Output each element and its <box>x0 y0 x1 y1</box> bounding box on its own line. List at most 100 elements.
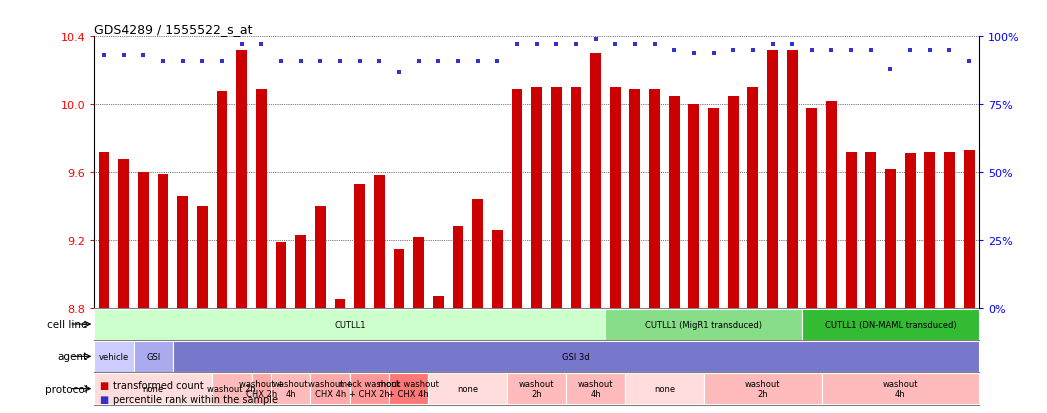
Point <box>941 47 958 54</box>
Text: washout +
CHX 4h: washout + CHX 4h <box>308 379 353 398</box>
Text: none: none <box>142 384 163 393</box>
Bar <box>728 97 738 308</box>
Text: mock washout
+ CHX 4h: mock washout + CHX 4h <box>378 379 440 398</box>
Bar <box>571 88 581 308</box>
Text: washout +
CHX 2h: washout + CHX 2h <box>239 379 284 398</box>
Bar <box>138 173 149 308</box>
Point <box>823 47 840 54</box>
Bar <box>255 90 267 308</box>
Point <box>292 58 309 65</box>
Bar <box>432 297 444 308</box>
Bar <box>625 373 704 404</box>
Point <box>626 42 643 49</box>
Bar <box>866 152 876 308</box>
Text: GSI: GSI <box>147 352 160 361</box>
Bar <box>197 206 207 308</box>
Bar <box>275 242 287 308</box>
Point <box>607 42 624 49</box>
Point <box>843 47 860 54</box>
Bar <box>414 237 424 308</box>
Text: ■: ■ <box>99 394 109 404</box>
Bar <box>295 235 306 308</box>
Point <box>528 42 544 49</box>
Bar <box>802 309 979 340</box>
Bar <box>354 185 365 308</box>
Point <box>901 47 918 54</box>
Text: washout
4h: washout 4h <box>883 379 918 398</box>
Point <box>921 47 938 54</box>
Bar <box>177 197 188 308</box>
Point <box>567 42 584 49</box>
Point <box>194 58 210 65</box>
Point <box>233 42 250 49</box>
Bar <box>213 373 251 404</box>
Bar <box>822 373 979 404</box>
Point <box>469 58 486 65</box>
Text: vehicle: vehicle <box>98 352 129 361</box>
Bar <box>335 300 346 308</box>
Point <box>214 58 230 65</box>
Text: GSI 3d: GSI 3d <box>562 352 589 361</box>
Bar <box>591 54 601 308</box>
Point <box>863 47 879 54</box>
Point <box>410 58 427 65</box>
Bar <box>944 152 955 308</box>
Bar <box>885 169 896 308</box>
Text: transformed count: transformed count <box>113 380 204 390</box>
Bar <box>963 151 975 308</box>
Bar <box>925 152 935 308</box>
Bar <box>374 176 384 308</box>
Bar <box>428 373 507 404</box>
Text: ■: ■ <box>99 380 109 390</box>
Point <box>548 42 564 49</box>
Text: washout
4h: washout 4h <box>578 379 614 398</box>
Bar <box>512 90 522 308</box>
Bar <box>786 51 798 308</box>
Bar <box>826 102 837 308</box>
Point <box>803 47 820 54</box>
Bar <box>704 373 822 404</box>
Point <box>587 37 604 43</box>
Point <box>961 58 978 65</box>
Bar <box>846 152 856 308</box>
Point <box>686 50 703 57</box>
Bar <box>118 159 129 308</box>
Point <box>155 58 172 65</box>
Bar <box>566 373 625 404</box>
Text: cell line: cell line <box>47 319 87 329</box>
Bar <box>94 309 605 340</box>
Point <box>706 50 722 57</box>
Text: GDS4289 / 1555522_s_at: GDS4289 / 1555522_s_at <box>94 23 252 36</box>
Point <box>764 42 781 49</box>
Point <box>449 58 466 65</box>
Text: none: none <box>653 384 675 393</box>
Bar <box>389 373 428 404</box>
Point <box>95 53 112 59</box>
Bar <box>748 88 758 308</box>
Bar <box>158 174 169 308</box>
Point <box>784 42 801 49</box>
Bar <box>452 227 464 308</box>
Bar <box>609 88 621 308</box>
Bar <box>217 91 227 308</box>
Bar <box>507 373 566 404</box>
Point <box>174 58 192 65</box>
Bar <box>492 230 503 308</box>
Point <box>744 47 761 54</box>
Bar <box>531 88 542 308</box>
Point <box>509 42 526 49</box>
Point <box>332 58 349 65</box>
Bar <box>315 206 326 308</box>
Text: CUTLL1 (DN-MAML transduced): CUTLL1 (DN-MAML transduced) <box>825 320 956 329</box>
Bar <box>134 341 173 372</box>
Bar <box>629 90 641 308</box>
Bar <box>94 341 134 372</box>
Point <box>312 58 329 65</box>
Text: washout
2h: washout 2h <box>744 379 780 398</box>
Bar <box>767 51 778 308</box>
Text: none: none <box>458 384 478 393</box>
Bar <box>905 154 915 308</box>
Text: percentile rank within the sample: percentile rank within the sample <box>113 394 279 404</box>
Point <box>666 47 683 54</box>
Bar <box>605 309 802 340</box>
